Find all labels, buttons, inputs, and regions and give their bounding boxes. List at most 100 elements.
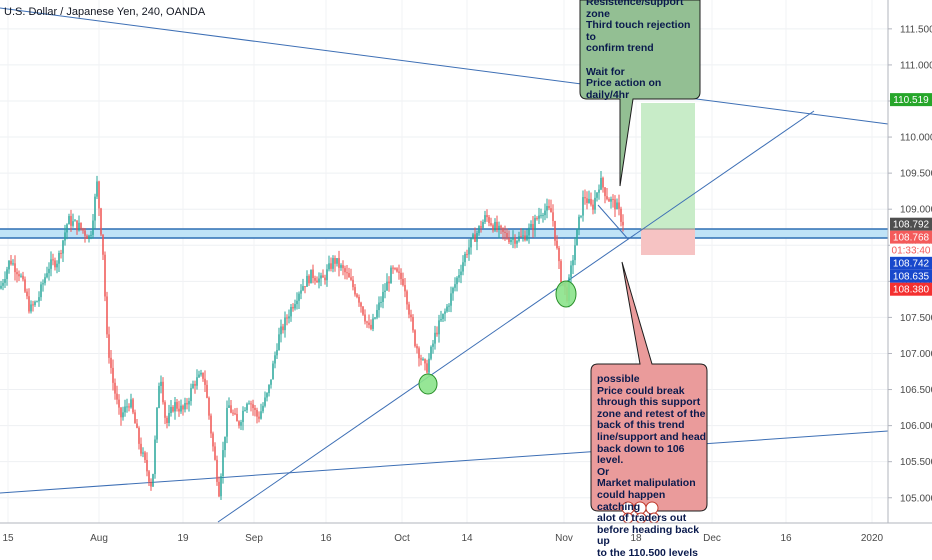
- candle-body: [126, 406, 128, 408]
- candle-body: [154, 439, 156, 475]
- time-axis-panel[interactable]: [0, 523, 888, 550]
- candle-body: [26, 291, 28, 297]
- candle-body: [76, 220, 78, 231]
- candle-body: [398, 271, 400, 273]
- candle-body: [168, 413, 170, 423]
- candle-body: [408, 304, 410, 315]
- price-tick-label: 106.000: [900, 421, 932, 432]
- candle-body: [134, 412, 136, 424]
- trendline-layer: [0, 7, 889, 523]
- price-label-badge[interactable]: [890, 93, 932, 107]
- candle-body: [208, 397, 210, 416]
- time-tick-label: 19: [177, 533, 189, 544]
- candle-body: [164, 402, 166, 418]
- candle-body: [148, 471, 150, 482]
- candle-body: [280, 326, 282, 335]
- candle-body: [12, 263, 14, 265]
- candle-body: [598, 189, 600, 193]
- candle-body: [146, 459, 148, 472]
- time-tick-label: Dec: [703, 533, 721, 544]
- candle-body: [336, 258, 338, 264]
- trendline-touch-marker-1[interactable]: [418, 373, 438, 395]
- long-position-stop-zone[interactable]: [641, 229, 695, 255]
- candle-body: [600, 177, 602, 190]
- candle-body: [226, 407, 228, 437]
- price-label-badge[interactable]: [890, 256, 932, 270]
- candle-body: [220, 476, 222, 497]
- candle-body: [224, 436, 226, 451]
- candle-body: [400, 272, 402, 279]
- candle-body: [508, 237, 510, 243]
- candle-body: [502, 227, 504, 232]
- candle-body: [178, 408, 180, 412]
- candle-body: [612, 199, 614, 201]
- candle-body: [382, 291, 384, 302]
- price-label-badge[interactable]: [890, 269, 932, 283]
- candle-body: [520, 236, 522, 238]
- candle-body: [412, 317, 414, 331]
- candle-body: [294, 304, 296, 309]
- candle-body: [2, 282, 4, 286]
- candle-body: [58, 252, 60, 264]
- candle-body: [328, 263, 330, 270]
- price-tick-label: 107.500: [900, 313, 932, 324]
- price-labels: 110.519 108.792 108.768 108.742 108.635 108.3…: [890, 93, 932, 296]
- candle-body: [32, 304, 34, 306]
- support-zone-band[interactable]: [0, 229, 888, 238]
- candle-body: [426, 363, 428, 373]
- candle-body: [258, 416, 260, 419]
- candle-body: [342, 265, 344, 269]
- candle-body: [218, 481, 220, 497]
- symbol-title[interactable]: U.S. Dollar / Japanese Yen, 240, OANDA: [4, 6, 206, 18]
- candle-body: [586, 198, 588, 203]
- candle-body: [8, 260, 10, 270]
- candle-body: [484, 215, 486, 222]
- resistance-note-callout[interactable]: [579, 0, 701, 187]
- candle-body: [326, 269, 328, 281]
- price-label-badge[interactable]: [890, 217, 932, 231]
- ascending-support-trendline[interactable]: [217, 110, 815, 523]
- candle-body: [216, 459, 218, 482]
- candle-body: [102, 234, 104, 255]
- candle-body: [190, 388, 192, 402]
- candle-body: [170, 406, 172, 414]
- candle-body: [6, 269, 8, 279]
- candle-body: [274, 355, 276, 364]
- candle-body: [422, 359, 424, 361]
- candle-body: [590, 198, 592, 205]
- candle-body: [188, 401, 190, 405]
- price-label-badge[interactable]: [890, 230, 932, 244]
- candle-body: [128, 406, 130, 408]
- candle-body: [272, 363, 274, 380]
- economic-events: [621, 501, 660, 524]
- candle-body: [312, 269, 314, 279]
- candle-body: [206, 384, 208, 398]
- price-label-text: 108.742: [893, 259, 930, 270]
- candle-body: [314, 278, 316, 281]
- candle-body: [472, 234, 474, 239]
- candle-body: [350, 277, 352, 280]
- candle-body: [14, 263, 16, 273]
- upper-descending-trendline[interactable]: [0, 7, 889, 125]
- time-tick-label: 16: [780, 533, 792, 544]
- candle-body: [256, 409, 258, 417]
- candle-body: [158, 385, 160, 408]
- candle-body: [242, 410, 244, 423]
- candle-body: [132, 399, 134, 413]
- long-position-target-zone[interactable]: [641, 103, 695, 229]
- candle-body: [184, 402, 186, 410]
- candle-body: [28, 296, 30, 312]
- candle-body: [536, 218, 538, 220]
- price-tick-label: 111.500: [900, 24, 932, 35]
- candle-body: [262, 405, 264, 412]
- trendline-touch-marker-2[interactable]: [555, 280, 577, 308]
- pullback-trendline[interactable]: [597, 204, 629, 240]
- candle-body: [180, 405, 182, 412]
- candle-body: [60, 252, 62, 254]
- lower-ascending-trendline[interactable]: [0, 430, 889, 494]
- candle-body: [38, 297, 40, 302]
- candle-body: [118, 399, 120, 408]
- price-label-badge[interactable]: [890, 282, 932, 296]
- candle-body: [46, 273, 48, 278]
